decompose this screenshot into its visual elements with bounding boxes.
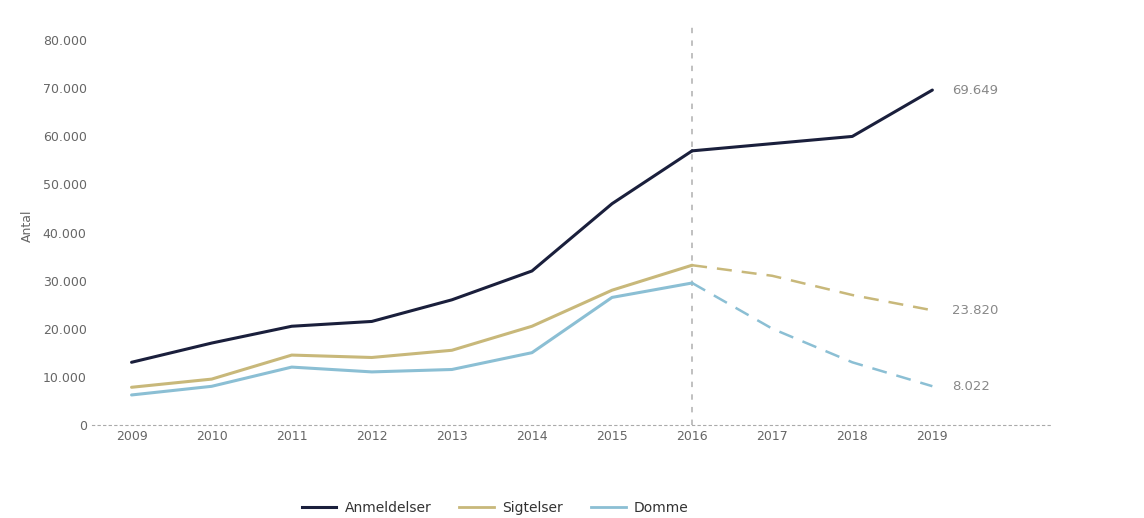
Anmeldelser: [605, 200, 619, 207]
Domme: [205, 383, 219, 390]
Legend: Anmeldelser, Sigtelser, Domme: Anmeldelser, Sigtelser, Domme: [296, 496, 694, 518]
Line: Sigtelser: Sigtelser: [132, 265, 692, 387]
Y-axis label: Antal: Antal: [22, 209, 34, 241]
Sigtelser: [285, 352, 299, 358]
Anmeldelser: [285, 323, 299, 329]
Anmeldelser: [445, 297, 459, 303]
Anmeldelser: [685, 148, 699, 154]
Anmeldelser: [365, 319, 379, 325]
Sigtelser: [125, 384, 138, 391]
Sigtelser: [685, 262, 699, 268]
Domme: [445, 366, 459, 372]
Text: 8.022: 8.022: [953, 380, 991, 393]
Domme: [125, 392, 138, 398]
Text: 23.820: 23.820: [953, 304, 999, 317]
Sigtelser: [605, 287, 619, 293]
Sigtelser: [365, 354, 379, 361]
Domme: [365, 369, 379, 375]
Anmeldelser: [125, 359, 138, 365]
Text: 69.649: 69.649: [953, 83, 999, 96]
Sigtelser: [445, 347, 459, 353]
Line: Domme: Domme: [132, 283, 692, 395]
Sigtelser: [205, 376, 219, 382]
Anmeldelser: [525, 268, 539, 274]
Domme: [605, 294, 619, 300]
Domme: [525, 350, 539, 356]
Sigtelser: [525, 323, 539, 329]
Line: Anmeldelser: Anmeldelser: [132, 151, 692, 362]
Domme: [685, 280, 699, 286]
Anmeldelser: [205, 340, 219, 346]
Domme: [285, 364, 299, 370]
